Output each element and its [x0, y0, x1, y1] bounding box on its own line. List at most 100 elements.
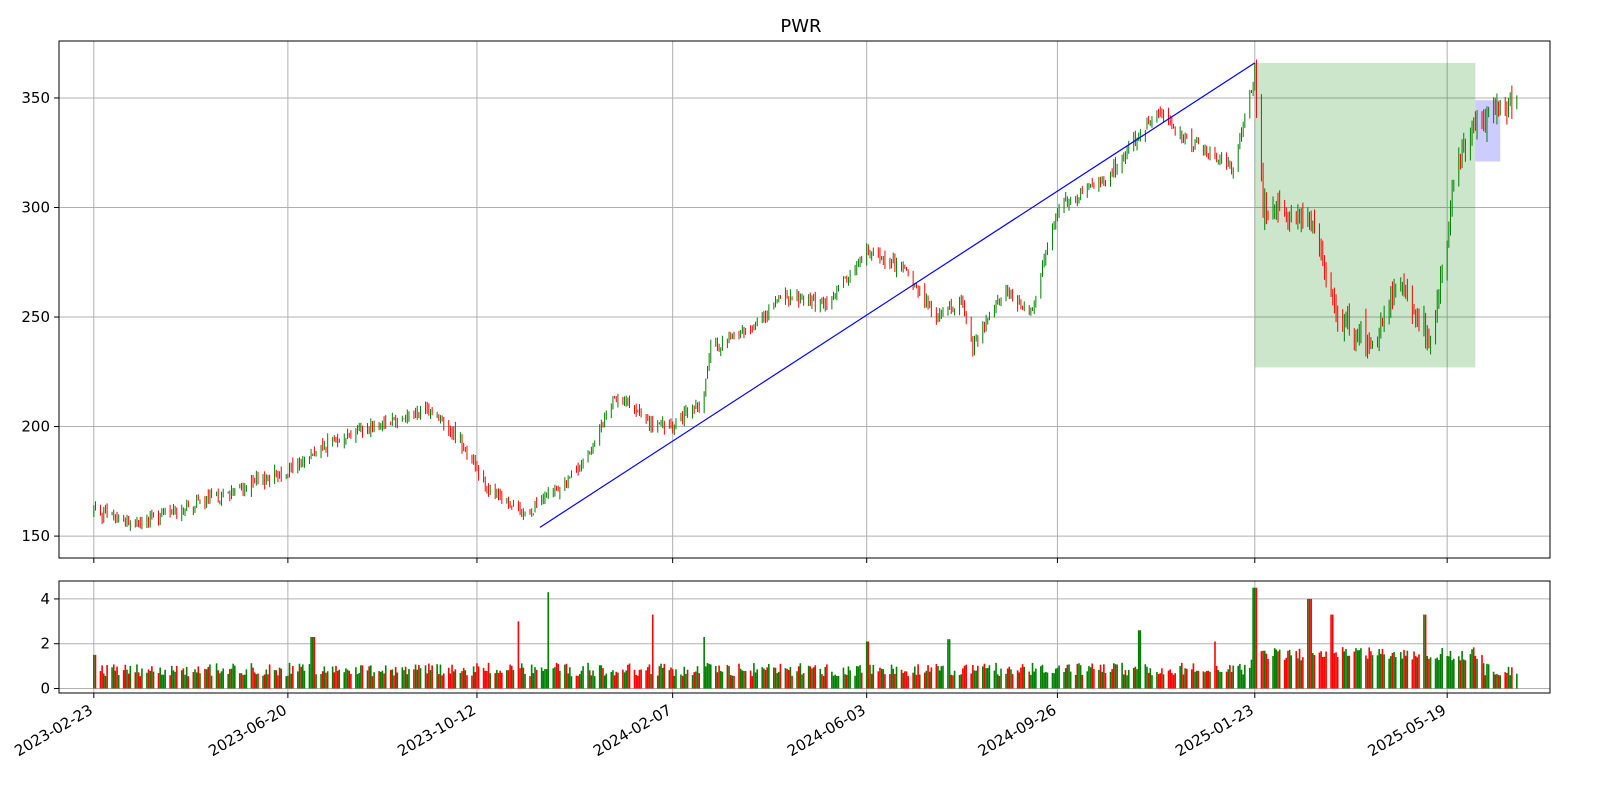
volume-bar	[940, 666, 943, 689]
volume-bar	[416, 669, 419, 689]
volume-bar	[1215, 665, 1218, 689]
volume-bar	[1476, 658, 1478, 689]
volume-bar	[1172, 674, 1175, 689]
volume-bar	[361, 665, 364, 689]
volume-bar	[831, 671, 833, 689]
volume-bar	[811, 668, 813, 689]
volume-bar	[195, 672, 198, 689]
volume-bar	[114, 670, 117, 689]
volume-bar	[219, 673, 221, 689]
volume-bar	[834, 674, 836, 689]
volume-bar	[1116, 664, 1118, 689]
volume-bar	[106, 664, 108, 689]
volume-bar	[1104, 673, 1107, 689]
volume-bar	[494, 673, 496, 689]
volume-bar	[311, 637, 314, 689]
volume-bar	[146, 672, 148, 689]
volume-bar	[1194, 671, 1196, 689]
volume-bar	[1267, 658, 1269, 689]
volume-bar	[345, 668, 347, 689]
volume-bar	[134, 672, 137, 689]
volume-bar	[1474, 655, 1477, 689]
volume-bar	[151, 666, 153, 689]
x-tick-label: 2024-02-07	[590, 701, 675, 760]
volume-bar	[1378, 648, 1380, 689]
volume-bar	[1260, 651, 1263, 689]
volume-bar	[930, 667, 933, 689]
volume-bar	[1487, 664, 1490, 689]
x-tick-label: 2025-01-23	[1172, 701, 1257, 760]
volume-bar	[918, 674, 921, 689]
volume-bar	[593, 676, 596, 689]
volume-bar	[441, 675, 443, 689]
volume-bar	[1318, 652, 1321, 689]
volume-bar	[426, 673, 428, 689]
volume-bar	[580, 670, 583, 689]
volume-bar	[99, 671, 102, 689]
volume-bar	[1068, 664, 1070, 689]
volume-bar	[651, 614, 654, 689]
volume-bar	[1147, 672, 1150, 689]
volume-bar	[161, 674, 163, 689]
volume-bar	[1457, 656, 1460, 689]
volume-bar	[1054, 668, 1057, 689]
volume-bar	[1492, 671, 1495, 689]
volume-bar	[302, 664, 304, 689]
volume-bar	[1341, 647, 1344, 689]
volume-bar	[1161, 668, 1163, 689]
volume-bar	[1134, 666, 1137, 689]
volume-bar	[1237, 665, 1240, 689]
volume-bar	[1277, 651, 1279, 689]
volume-bar	[381, 670, 384, 689]
volume-bar	[1371, 655, 1374, 689]
volume-bar	[1162, 674, 1165, 689]
volume-bar	[1333, 653, 1336, 689]
volume-bar	[879, 667, 881, 689]
volume-bar	[1423, 614, 1425, 689]
volume-bar	[882, 669, 885, 689]
volume-bar	[245, 669, 248, 689]
volume-bar	[587, 662, 589, 689]
volume-bar	[253, 672, 256, 689]
volume-bar	[1278, 649, 1281, 689]
volume-bar	[162, 674, 165, 689]
volume-bar	[232, 663, 234, 689]
volume-bar	[534, 667, 536, 689]
volume-bar	[1204, 672, 1206, 689]
volume-bar	[847, 666, 850, 689]
volume-bar	[844, 674, 846, 689]
volume-bar	[738, 663, 740, 689]
volume-bar	[1099, 664, 1102, 689]
volume-bar	[408, 669, 410, 689]
volume-bar	[406, 674, 409, 689]
volume-bar	[1113, 663, 1115, 689]
volume-bar	[673, 675, 676, 689]
volume-bar	[164, 669, 166, 689]
volume-bar	[356, 674, 359, 689]
volume-bar	[923, 672, 926, 689]
volume-bar	[751, 676, 754, 689]
volume-bar	[1413, 651, 1415, 689]
volume-bar	[603, 675, 606, 689]
volume-bar	[535, 669, 538, 689]
volume-bar	[129, 665, 132, 689]
candles-layer	[93, 59, 1518, 531]
volume-bar	[182, 668, 185, 689]
volume-bar	[1290, 655, 1293, 689]
volume-bar	[1507, 666, 1510, 689]
volume-bar	[1156, 672, 1158, 689]
volume-bar	[661, 667, 664, 689]
volume-bar	[1411, 659, 1414, 689]
volume-bar	[393, 675, 395, 689]
volume-bar	[141, 668, 143, 689]
volume-bar	[1230, 672, 1233, 689]
volume-bar	[204, 668, 206, 689]
volume-bar	[691, 675, 694, 689]
volume-bar	[633, 669, 636, 689]
volume-bar	[958, 674, 961, 689]
volume-bar	[275, 670, 278, 689]
volume-bar	[1033, 671, 1036, 689]
volume-bar	[461, 671, 463, 689]
volume-bar	[1388, 658, 1390, 689]
volume-bar	[575, 675, 578, 689]
